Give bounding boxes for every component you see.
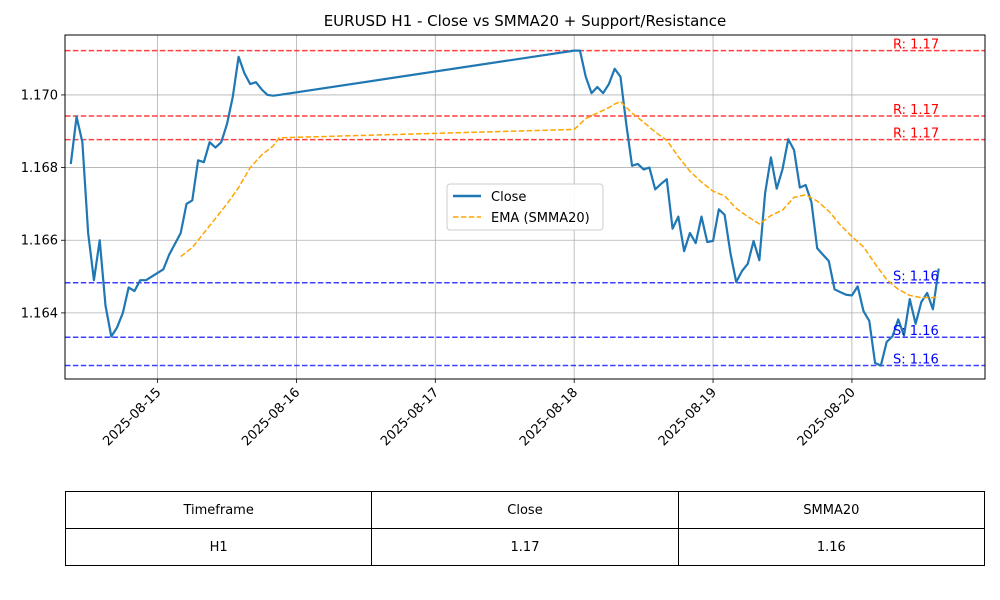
summary-table: Timeframe Close SMMA20 H1 1.17 1.16	[64, 491, 986, 566]
table-row: H1 1.17 1.16	[64, 528, 986, 566]
support-label: S: 1.16	[893, 324, 939, 339]
level-labels: R: 1.17 R: 1.17 R: 1.17 S: 1.16 S: 1.16 S: 1.…	[893, 38, 939, 368]
x-tick-label: 2025-08-20	[795, 385, 859, 449]
legend-box	[446, 183, 604, 231]
plot-frame	[64, 34, 986, 380]
support-label: S: 1.16	[893, 353, 939, 368]
x-axis-ticks: 2025-08-15 2025-08-16 2025-08-17 2025-08-18…	[100, 379, 859, 449]
y-tick-label: 1.170	[21, 88, 58, 103]
table-header-timeframe: Timeframe	[64, 491, 373, 529]
table-header-row: Timeframe Close SMMA20	[64, 491, 986, 529]
resistance-label: R: 1.17	[893, 103, 939, 118]
series-lines	[69, 49, 940, 367]
table-cell-smma20: 1.16	[677, 528, 986, 566]
line-chart: EURUSD H1 - Close vs SMMA20 + Support/Re…	[21, 12, 986, 449]
resistance-label: R: 1.17	[893, 127, 939, 142]
ema-smma20-series-line	[180, 100, 939, 299]
y-tick-label: 1.166	[21, 234, 58, 249]
table-cell-timeframe: H1	[64, 528, 373, 566]
x-tick-label: 2025-08-19	[656, 385, 720, 449]
resistance-label: R: 1.17	[893, 38, 939, 53]
legend: Close EMA (SMMA20)	[446, 183, 604, 231]
x-tick-label: 2025-08-17	[378, 385, 442, 449]
x-tick-label: 2025-08-18	[517, 385, 581, 449]
y-tick-label: 1.168	[21, 161, 58, 176]
support-label: S: 1.16	[893, 270, 939, 285]
grid-lines	[65, 35, 985, 379]
x-tick-label: 2025-08-16	[239, 385, 303, 449]
table-cell-close: 1.17	[371, 528, 679, 566]
support-resistance-lines	[65, 49, 985, 367]
close-series-line	[69, 49, 940, 367]
y-tick-label: 1.164	[21, 306, 58, 321]
y-axis-ticks: 1.164 1.166 1.168 1.170	[21, 88, 65, 321]
table-header-smma20: SMMA20	[677, 491, 986, 529]
chart-title: EURUSD H1 - Close vs SMMA20 + Support/Re…	[324, 12, 727, 30]
table-header-close: Close	[371, 491, 679, 529]
legend-close-label: Close	[491, 190, 526, 205]
legend-ema-label: EMA (SMMA20)	[491, 211, 590, 226]
x-tick-label: 2025-08-15	[100, 385, 164, 449]
